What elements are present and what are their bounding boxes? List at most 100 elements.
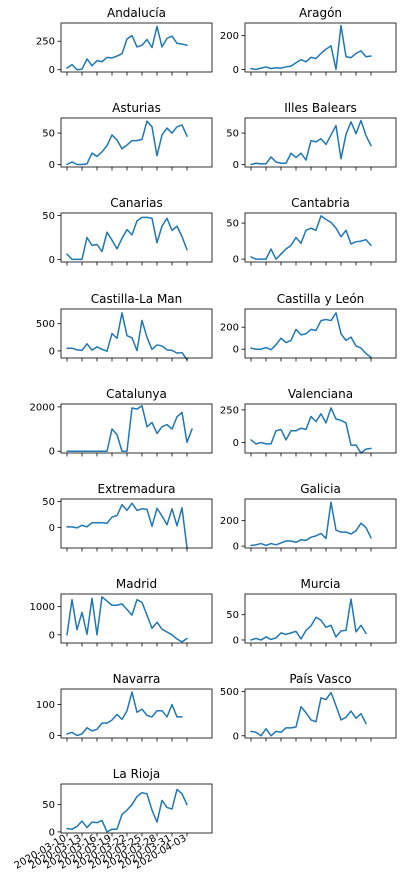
- y-tick-label: 0: [49, 346, 55, 357]
- subplot-title: Castilla y León: [277, 292, 365, 306]
- subplot-11: Galicia 0 200: [220, 482, 397, 553]
- y-tick-label: 50: [42, 211, 55, 222]
- subplot-title: Valenciana: [288, 387, 353, 401]
- y-tick-label: 50: [226, 610, 239, 621]
- y-tick-label: 2000: [30, 402, 55, 413]
- y-tick-label: 0: [49, 731, 55, 742]
- series-line: [66, 502, 188, 549]
- subplot-0: Andalucía 0 250: [36, 6, 213, 76]
- subplot-5: Cantabria 0 50: [226, 196, 397, 266]
- series-line: [250, 119, 372, 166]
- series-line: [66, 596, 188, 643]
- subplot-1: Aragón 0 200: [220, 6, 397, 76]
- subplot-title: Murcia: [301, 577, 341, 591]
- plot-frame: [60, 117, 213, 168]
- y-tick-label: 50: [42, 800, 55, 811]
- y-tick-label: 500: [36, 319, 55, 330]
- subplot-title: Cantabria: [291, 196, 350, 210]
- series-line: [250, 598, 367, 641]
- subplot-15: País Vasco 0 500: [220, 672, 397, 742]
- y-tick-label: 0: [49, 523, 55, 534]
- subplot-16: La Rioja0502020-03-102020-03-132020-03-1…: [13, 767, 213, 872]
- y-tick-label: 0: [233, 635, 239, 646]
- subplot-title: Catalunya: [106, 387, 167, 401]
- subplot-title: La Rioja: [113, 767, 161, 781]
- subplot-title: Galicia: [300, 482, 341, 496]
- y-tick-label: 100: [36, 700, 55, 711]
- subplot-12: Madrid 0 1000: [30, 577, 213, 647]
- plot-frame: [244, 117, 397, 168]
- subplot-9: Valenciana 0 250: [220, 387, 397, 457]
- subplot-10: Extremadura 0 50: [42, 482, 213, 552]
- plot-frame: [60, 212, 213, 263]
- plot-frame: [244, 593, 397, 644]
- series-line: [250, 407, 372, 454]
- subplot-title: Madrid: [116, 577, 157, 591]
- subplot-title: Asturias: [112, 101, 161, 115]
- series-line: [250, 501, 372, 547]
- series-line: [250, 24, 372, 71]
- series-line: [66, 405, 193, 452]
- series-line: [66, 216, 188, 261]
- y-tick-label: 0: [49, 65, 55, 76]
- y-tick-label: 0: [233, 65, 239, 76]
- subplot-title: Extremadura: [98, 482, 176, 496]
- y-tick-label: 0: [49, 827, 55, 838]
- y-tick-label: 0: [233, 542, 239, 553]
- series-line: [66, 788, 188, 833]
- y-tick-label: 0: [233, 160, 239, 171]
- plot-frame: [244, 688, 397, 739]
- plot-frame: [60, 593, 213, 644]
- y-tick-label: 500: [220, 687, 239, 698]
- y-tick-label: 50: [42, 129, 55, 140]
- series-line: [66, 691, 183, 737]
- subplot-8: Catalunya 0 2000: [30, 387, 213, 458]
- subplot-title: Aragón: [299, 6, 342, 20]
- y-tick-label: 50: [42, 497, 55, 508]
- y-tick-label: 0: [49, 160, 55, 171]
- plot-frame: [60, 308, 213, 359]
- y-tick-label: 50: [226, 219, 239, 230]
- plot-frame: [60, 22, 213, 73]
- subplot-2: Asturias 0 50: [42, 101, 213, 171]
- y-tick-label: 0: [233, 255, 239, 266]
- plot-frame: [244, 403, 397, 454]
- plot-frame: [60, 783, 213, 834]
- subplot-7: Castilla y León 0 200: [220, 292, 397, 362]
- y-tick-label: 250: [220, 405, 239, 416]
- y-tick-label: 0: [233, 731, 239, 742]
- series-line: [66, 25, 188, 71]
- y-tick-label: 0: [233, 345, 239, 356]
- subplot-title: Castilla-La Man: [91, 292, 183, 306]
- series-line: [250, 691, 367, 737]
- y-tick-label: 200: [220, 516, 239, 527]
- y-tick-label: 250: [36, 37, 55, 48]
- y-tick-label: 0: [233, 438, 239, 449]
- series-line: [250, 312, 372, 359]
- series-line: [66, 312, 188, 361]
- y-tick-label: 0: [49, 447, 55, 458]
- plot-frame: [60, 688, 213, 739]
- y-tick-label: 1000: [30, 602, 55, 613]
- subplot-title: Illes Balears: [284, 101, 357, 115]
- subplot-4: Canarias 0 50: [42, 196, 213, 266]
- y-tick-label: 0: [49, 630, 55, 641]
- subplot-title: Navarra: [113, 672, 161, 686]
- subplot-title: País Vasco: [289, 672, 351, 686]
- y-tick-label: 200: [220, 323, 239, 334]
- y-tick-label: 200: [220, 31, 239, 42]
- subplot-6: Castilla-La Man 0 500: [36, 292, 213, 362]
- subplot-14: Navarra 0 100: [36, 672, 213, 742]
- plot-frame: [60, 403, 213, 454]
- plot-frame: [244, 22, 397, 73]
- subplot-title: Andalucía: [107, 6, 166, 20]
- subplot-3: Illes Balears 0 50: [226, 101, 397, 171]
- subplot-title: Canarias: [110, 196, 163, 210]
- plot-frame: [244, 308, 397, 359]
- series-line: [250, 215, 372, 260]
- plot-frame: [60, 498, 213, 549]
- subplot-13: Murcia 0 50: [226, 577, 397, 647]
- y-tick-label: 50: [226, 129, 239, 140]
- y-tick-label: 0: [49, 255, 55, 266]
